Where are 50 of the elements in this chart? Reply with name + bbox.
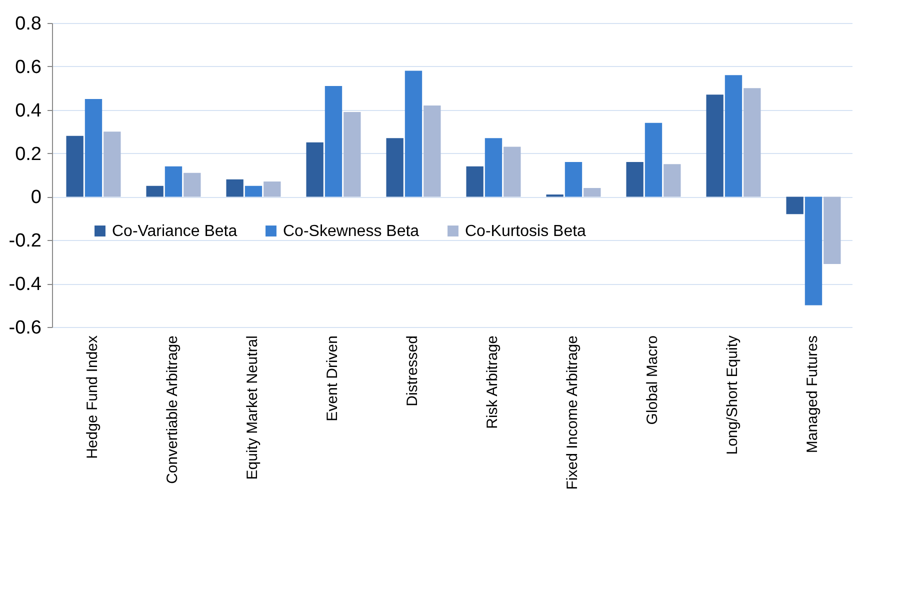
bar — [824, 196, 841, 264]
bar — [226, 179, 244, 197]
y-tick-label: 0.4 — [15, 100, 42, 122]
bar — [804, 196, 822, 306]
x-tick-label: Hedge Fund Index — [84, 335, 101, 459]
x-tick-label: Distressed — [404, 336, 421, 406]
bar — [724, 75, 742, 197]
bar — [306, 142, 324, 197]
x-tick-label: Long/Short Equity — [724, 335, 741, 455]
bar — [466, 166, 484, 197]
bar — [786, 196, 804, 214]
x-tick-label: Risk Arbitrage — [484, 336, 501, 429]
bar — [344, 112, 361, 197]
bar — [644, 122, 662, 197]
bar — [104, 132, 121, 197]
x-tick-label: Global Macro — [644, 336, 661, 425]
bar — [404, 70, 422, 197]
bar — [244, 186, 262, 197]
y-tick-label: 0.8 — [15, 14, 42, 34]
bar — [386, 138, 404, 197]
y-tick-label: -0.6 — [8, 318, 42, 338]
bar — [626, 162, 644, 197]
legend-label: Co-Kurtosis Beta — [465, 223, 586, 240]
bar — [164, 166, 182, 197]
bar — [424, 106, 441, 197]
bar — [66, 136, 84, 197]
y-tick-label: 0 — [30, 187, 42, 208]
bar — [564, 162, 582, 197]
x-tick-label: Fixed Income Arbitrage — [564, 336, 581, 490]
x-tick-label: Convertiable Arbitrage — [164, 336, 181, 484]
y-tick-label: 0.6 — [15, 56, 42, 78]
bar — [664, 164, 681, 197]
legend-label: Co-Skewness Beta — [283, 223, 420, 240]
legend-label: Co-Variance Beta — [112, 223, 238, 240]
x-tick-label: Managed Futures — [804, 336, 821, 454]
y-tick-label: -0.2 — [8, 230, 42, 252]
bar — [744, 88, 761, 197]
y-tick-label: 0.2 — [15, 144, 42, 165]
bar — [584, 188, 601, 197]
bar — [706, 94, 724, 197]
bar — [184, 172, 201, 197]
bar — [146, 186, 164, 197]
bar — [484, 138, 502, 197]
bar — [504, 146, 521, 197]
y-tick-label: -0.4 — [8, 274, 42, 296]
x-tick-label: Equity Market Neutral — [244, 336, 261, 480]
bar — [264, 182, 281, 197]
x-tick-label: Event Driven — [324, 336, 341, 422]
bar — [84, 99, 102, 197]
bar — [324, 86, 342, 197]
